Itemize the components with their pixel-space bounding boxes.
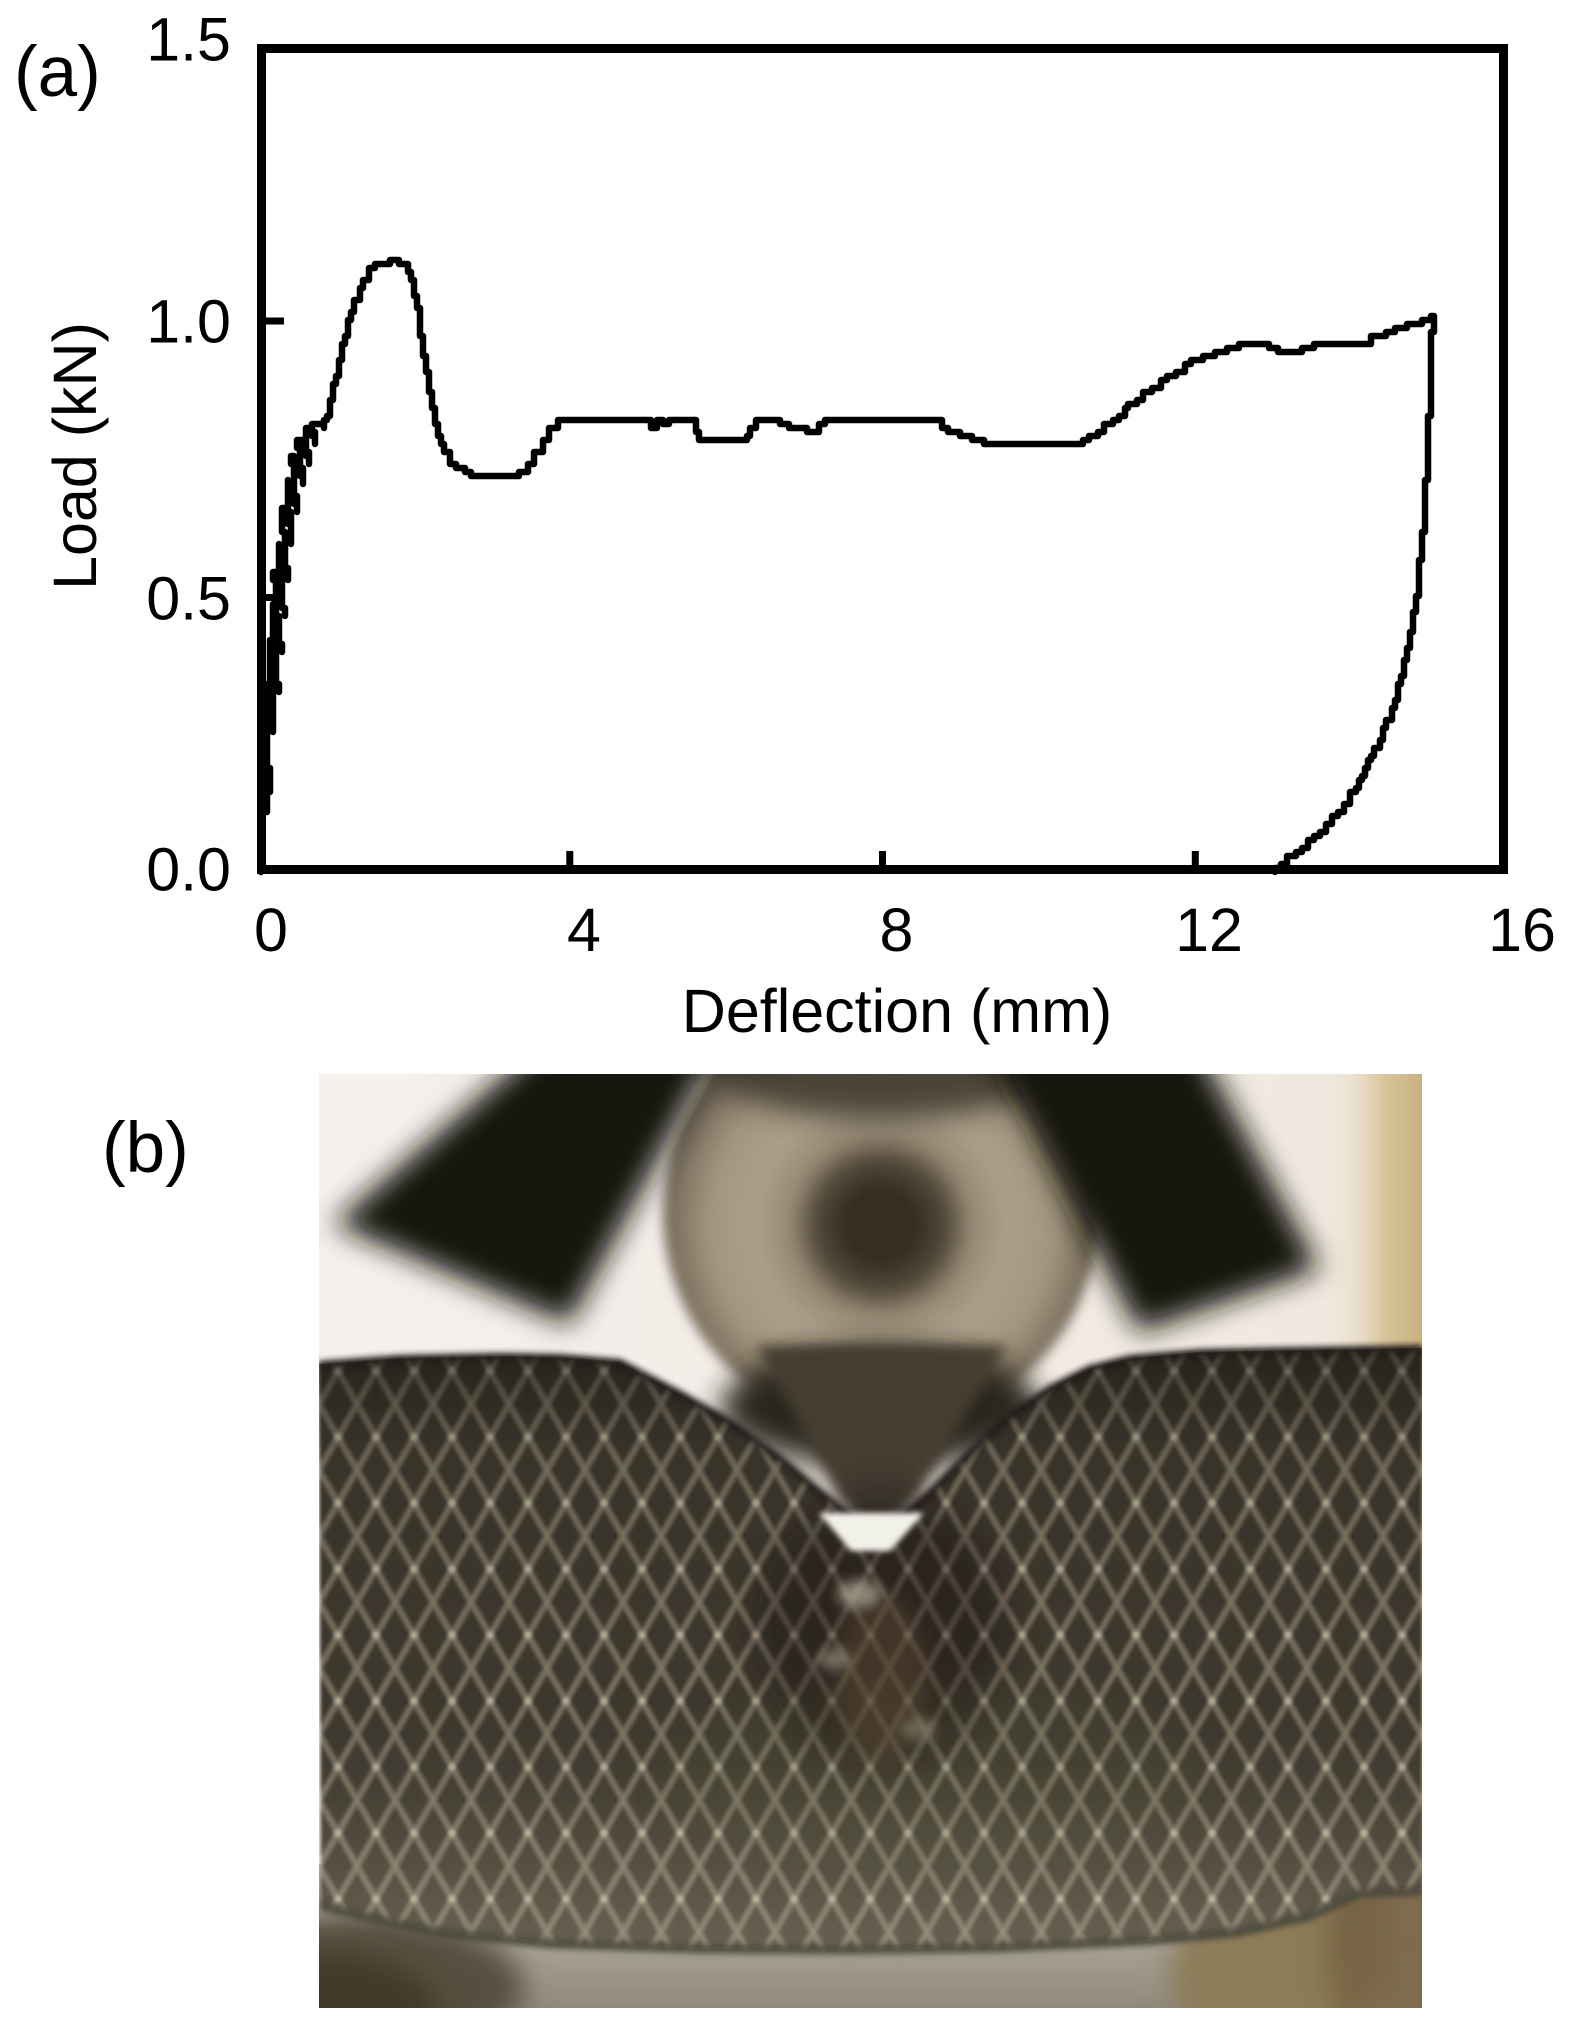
svg-text:(a): (a) — [14, 33, 101, 112]
svg-text:16: 16 — [1488, 896, 1556, 964]
svg-text:8: 8 — [880, 896, 914, 964]
svg-text:4: 4 — [567, 896, 601, 964]
svg-text:Deflection (mm): Deflection (mm) — [682, 977, 1112, 1045]
svg-text:1.5: 1.5 — [146, 6, 231, 74]
svg-text:0.0: 0.0 — [146, 836, 231, 904]
svg-text:0: 0 — [254, 896, 288, 964]
svg-text:0.5: 0.5 — [146, 565, 231, 633]
svg-text:(b): (b) — [102, 1109, 189, 1188]
svg-text:12: 12 — [1175, 896, 1243, 964]
svg-text:1.0: 1.0 — [146, 288, 231, 356]
svg-text:Load (kN): Load (kN) — [41, 322, 109, 590]
